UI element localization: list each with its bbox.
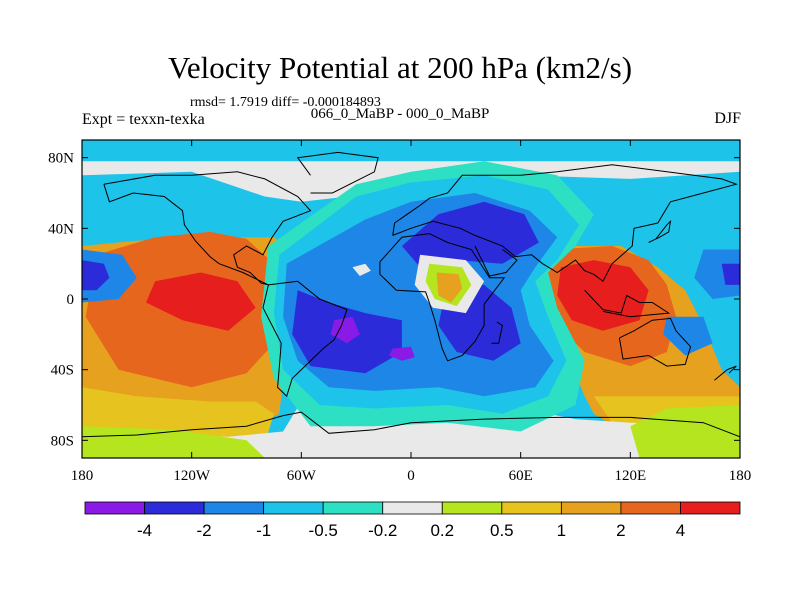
y-tick-label: 40N bbox=[48, 221, 74, 237]
colorbar-label: 1 bbox=[557, 521, 566, 540]
coast-greenland bbox=[296, 151, 379, 194]
season-label: DJF bbox=[714, 110, 741, 127]
y-tick-label: 80S bbox=[51, 433, 74, 449]
colorbar-label: -4 bbox=[137, 521, 152, 540]
coast-indonesia bbox=[584, 289, 671, 318]
coast-north-america bbox=[103, 171, 312, 286]
rmsd-diff-stats: rmsd= 1.7919 diff= -0.000184893 bbox=[190, 95, 381, 110]
coast-africa bbox=[379, 233, 506, 362]
colorbar-label: -0.2 bbox=[368, 521, 397, 540]
colorbar-swatch bbox=[680, 501, 741, 515]
atlantic-min bbox=[330, 316, 360, 344]
coast-eurasia bbox=[392, 164, 738, 283]
east-edge-neg-core bbox=[721, 263, 740, 285]
colorbar-label: 0.5 bbox=[490, 521, 514, 540]
coast-new-zealand bbox=[714, 365, 737, 381]
colorbar-swatch bbox=[263, 501, 324, 515]
africa-orange bbox=[436, 272, 463, 303]
x-tick-label: 120W bbox=[173, 468, 211, 484]
x-axis: 180 120W 60W 0 60E 120E 180 bbox=[71, 140, 752, 484]
x-tick-label: 180 bbox=[71, 468, 94, 484]
x-tick-label: 60W bbox=[287, 468, 317, 484]
coast-japan bbox=[648, 219, 672, 243]
y-tick-label: 80N bbox=[48, 151, 74, 167]
colorbar-swatch bbox=[203, 501, 265, 515]
coast-madagascar bbox=[491, 321, 503, 344]
colorbar-swatch bbox=[382, 501, 443, 515]
west-max bbox=[146, 272, 256, 331]
x-tick-label: 0 bbox=[407, 468, 415, 484]
colorbar-label: -1 bbox=[256, 521, 271, 540]
se-pacific-neg bbox=[663, 316, 713, 356]
coast-antarctica bbox=[82, 411, 740, 438]
chart-title: Velocity Potential at 200 hPa (km2/s) bbox=[167, 50, 633, 85]
colorbar-label: 0.2 bbox=[430, 521, 454, 540]
colorbar-swatch bbox=[620, 501, 681, 515]
colorbar-swatch bbox=[144, 501, 205, 515]
coastlines bbox=[82, 151, 740, 438]
period-label: 066_0_MaBP - 000_0_MaBP bbox=[310, 106, 490, 122]
colorbar-label: -0.5 bbox=[309, 521, 338, 540]
y-axis: 80N 40N 0 40S 80S bbox=[48, 151, 740, 449]
coast-arabia bbox=[474, 245, 518, 277]
white-spot bbox=[352, 263, 371, 276]
colorbar-swatch bbox=[322, 501, 384, 515]
arctic-cyan bbox=[82, 140, 740, 162]
colorbar-swatch bbox=[84, 501, 145, 515]
colorbar-swatch bbox=[560, 501, 622, 515]
coast-south-america bbox=[262, 280, 348, 398]
colorbar-label: 2 bbox=[616, 521, 625, 540]
experiment-label: Expt = texxn-texka bbox=[82, 111, 205, 128]
antarctic-green-e bbox=[630, 405, 740, 458]
colorbar-label: 4 bbox=[676, 521, 685, 540]
contour-field bbox=[82, 140, 740, 458]
colorbar: -4 -2 -1 -0.5 -0.2 0.2 0.5 1 2 4 bbox=[84, 501, 741, 540]
colorbar-label: -2 bbox=[197, 521, 212, 540]
x-tick-label: 120E bbox=[614, 468, 646, 484]
east-edge-neg bbox=[694, 249, 740, 299]
y-tick-label: 0 bbox=[67, 292, 75, 308]
colorbar-swatch bbox=[501, 501, 562, 515]
colorbar-swatch bbox=[441, 501, 503, 515]
coast-australia bbox=[618, 317, 692, 367]
y-tick-label: 40S bbox=[51, 363, 74, 379]
east-max bbox=[557, 260, 649, 331]
x-tick-label: 60E bbox=[509, 468, 533, 484]
pacific-neg-core bbox=[82, 260, 110, 291]
africa-min bbox=[389, 346, 415, 361]
antarctic-green-w bbox=[82, 426, 265, 458]
x-tick-label: 180 bbox=[729, 468, 752, 484]
